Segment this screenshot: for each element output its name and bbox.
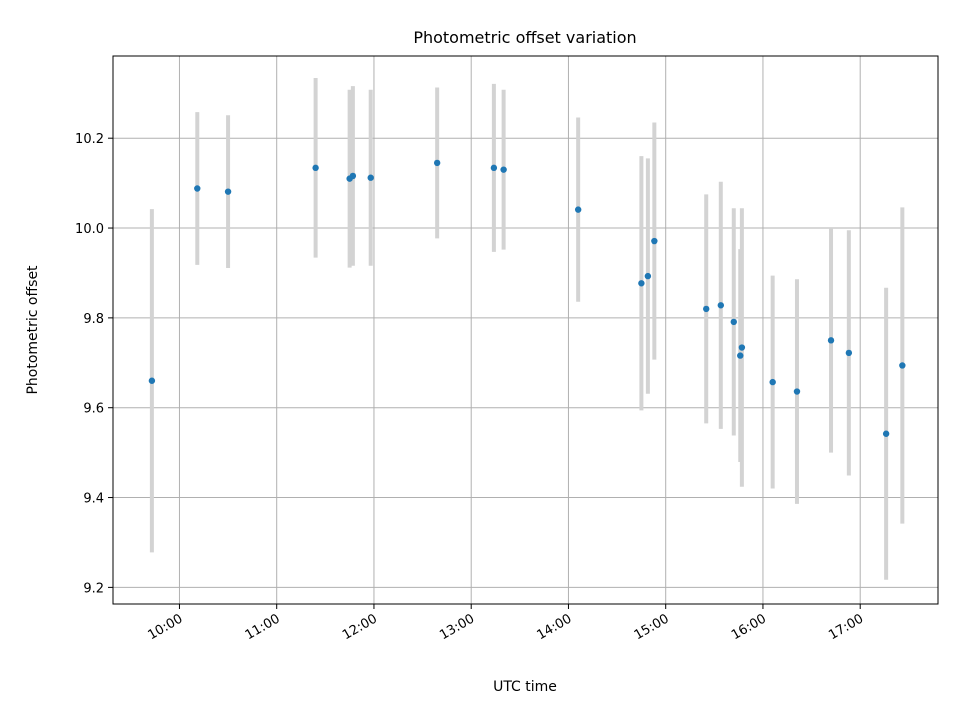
y-axis-label: Photometric offset [25,265,41,395]
data-point [349,172,357,180]
x-tick-label: 12:00 [340,611,380,643]
data-point [882,430,890,437]
x-tick-label: 10:00 [146,611,186,643]
x-tick-label: 15:00 [632,611,672,643]
x-tick-label: 17:00 [826,611,866,643]
data-point [899,362,906,369]
x-tick-label: 14:00 [535,611,575,643]
data-point [845,349,853,357]
data-point [194,185,201,192]
data-point [651,237,658,245]
data-point [224,188,232,195]
x-tick-label: 16:00 [729,611,769,643]
data-point [769,378,776,386]
plot-background [113,56,938,604]
y-tick-label: 10.2 [75,132,104,147]
data-point [730,318,737,326]
data-point [717,302,725,309]
data-point [367,174,374,181]
y-axis-ticks: 9.2 9.4 9.6 9.8 10.0 10.2 [75,132,113,596]
data-point [737,352,744,359]
x-axis-label: UTC time [493,679,557,695]
y-tick-label: 9.6 [83,402,104,417]
y-tick-label: 9.4 [83,492,104,507]
data-point [148,377,156,384]
data-point [703,305,710,313]
x-grid-lines [178,56,861,604]
data-point [827,337,835,344]
y-grid-lines [113,137,938,588]
data-point [490,164,498,172]
data-points [148,159,906,437]
data-point [793,388,801,395]
x-tick-label: 13:00 [437,611,477,643]
y-tick-label: 10.0 [75,222,104,237]
data-point [574,206,582,213]
x-tick-label: 11:00 [243,611,283,643]
x-axis-ticks: 10:00 11:00 12:00 13:00 14:00 15:00 16:00 17:00 [146,604,866,643]
y-tick-label: 9.2 [83,581,104,596]
chart-title: Photometric offset variation [413,28,636,47]
data-point [500,166,507,173]
data-point [738,344,746,351]
data-point [312,164,319,172]
plot-frame [112,55,939,605]
data-point [644,272,652,280]
data-point [638,280,645,287]
y-tick-label: 9.8 [83,312,104,327]
data-point [433,159,441,167]
